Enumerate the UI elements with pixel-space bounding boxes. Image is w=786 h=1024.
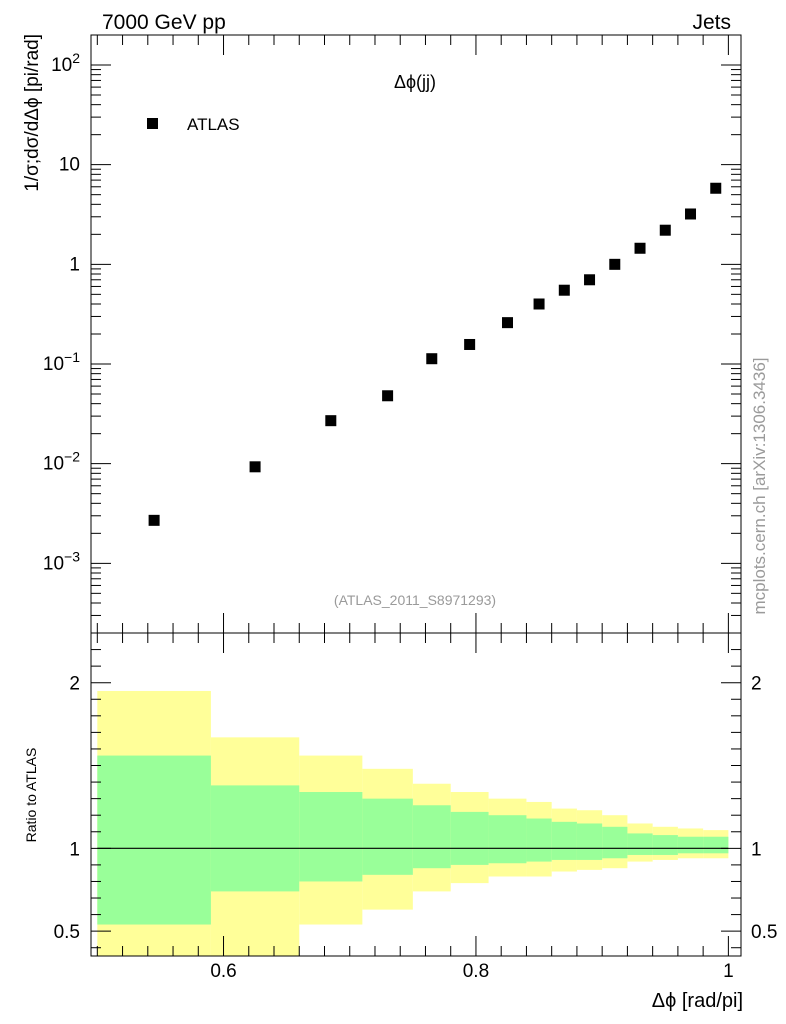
data-point: [710, 182, 722, 194]
inner-band-bin: [703, 836, 729, 854]
ratio-plot-frame: [90, 632, 742, 957]
inner-band-bin: [602, 826, 628, 859]
axes: 10−3 10−2 10−1 1 10 102 0.6 0.8 1 0.5 0.5 1 1 2 2: [43, 35, 777, 982]
data-point: [382, 390, 394, 402]
energy-label: 7000 GeV pp: [102, 11, 226, 34]
data-point: [148, 514, 160, 526]
y-tick-label: 10−2: [43, 449, 80, 475]
inner-band-bin: [576, 823, 603, 860]
x-axis-title: Δϕ [rad/pi]: [652, 990, 743, 1012]
ratio-y-axis-title: Ratio to ATLAS: [23, 748, 39, 843]
y-tick-label: 10−1: [43, 349, 80, 375]
x-tick-label: 0.6: [210, 961, 236, 982]
inner-band-bin: [450, 811, 489, 865]
ratio-y-tick-label: 2: [69, 674, 80, 695]
y-tick-label: 10: [59, 155, 80, 176]
source-side-label: mcplots.cern.ch [arXiv:1306.3436]: [750, 357, 769, 614]
data-point: [502, 317, 514, 329]
y-tick-label: 10−3: [43, 548, 80, 574]
y-tick-label: 102: [51, 50, 80, 76]
data-point: [533, 298, 545, 310]
data-point: [609, 258, 621, 270]
inner-band-bin: [526, 818, 552, 862]
ratio-y-tick-label: 0.5: [54, 922, 80, 943]
data-point: [464, 338, 476, 350]
x-tick-label: 0.8: [463, 961, 489, 982]
inner-band-bin: [627, 833, 653, 855]
main-plot-title: Δϕ(jj): [394, 72, 436, 92]
data-point: [659, 224, 671, 236]
legend-marker-atlas: [147, 118, 158, 129]
inner-band-bin: [488, 815, 527, 864]
main-data-points: [148, 182, 722, 526]
y-tick-label: 1: [69, 254, 80, 275]
data-point: [249, 461, 261, 473]
data-point: [558, 284, 570, 296]
ratio-y-tick-label-right: 1: [751, 839, 762, 860]
inner-band-bin: [362, 798, 413, 875]
inner-band-bin: [652, 835, 678, 855]
legend-label-atlas: ATLAS: [187, 115, 240, 134]
ratio-y-tick-label-right: 0.5: [751, 922, 777, 943]
inner-band-bin: [677, 836, 704, 854]
inner-band-bin: [210, 785, 300, 892]
inner-band-bin: [551, 821, 577, 860]
inner-band-bin: [412, 805, 451, 869]
inner-band-bin: [299, 792, 363, 882]
process-label: Jets: [692, 11, 731, 34]
data-point: [584, 274, 596, 286]
inner-band-bin: [97, 755, 211, 925]
main-y-axis-title: 1/σ;dσ/dΔϕ [pi/rad]: [22, 34, 43, 192]
x-tick-label: 1: [723, 961, 734, 982]
ratio-bands: [97, 690, 729, 956]
ratio-y-tick-label-right: 2: [751, 674, 762, 695]
data-point: [426, 353, 438, 365]
data-point: [325, 415, 337, 427]
analysis-watermark: (ATLAS_2011_S8971293): [334, 592, 496, 608]
data-point: [685, 208, 697, 220]
ratio-y-tick-label: 1: [69, 839, 80, 860]
data-point: [634, 242, 646, 254]
